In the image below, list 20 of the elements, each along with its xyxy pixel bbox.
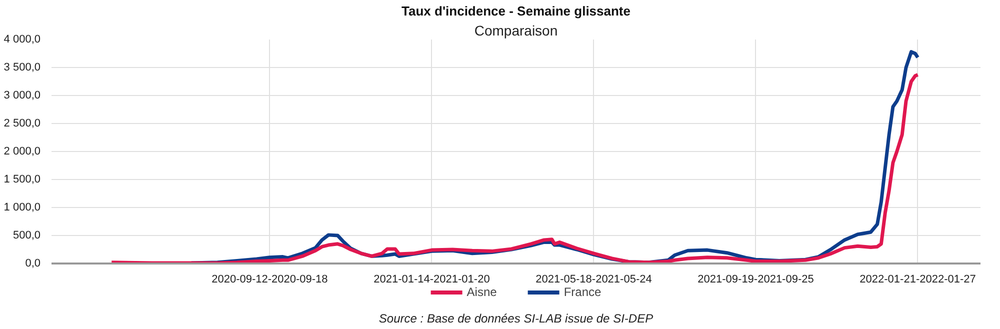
line-series: [110, 73, 920, 264]
chart-subtitle: Comparaison: [474, 22, 558, 38]
y-tick-label: 1 500,0: [4, 174, 40, 186]
y-tick-label: 1 000,0: [4, 202, 40, 214]
legend-label: France: [564, 285, 602, 299]
y-tick-label: 0,0: [25, 258, 41, 270]
legend-label: Aisne: [466, 285, 497, 299]
y-tick-label: 2 500,0: [4, 118, 40, 130]
source-note: Source : Base de données SI-LAB issue de SI-DEP: [378, 312, 654, 326]
y-tick-label: 4 000,0: [4, 34, 40, 46]
x-tick-label: 2021-09-19-2021-09-25: [698, 274, 814, 286]
y-tick-label: 2 000,0: [4, 146, 40, 158]
y-tick-label: 3 000,0: [4, 90, 40, 102]
x-tick-label: 2021-01-14-2021-01-20: [374, 274, 490, 286]
x-tick-label: 2022-01-21-2022-01-27: [860, 274, 976, 286]
y-tick-label: 3 500,0: [4, 62, 40, 74]
y-tick-label: 500,0: [12, 230, 41, 242]
x-tick-label: 2021-05-18-2021-05-24: [536, 274, 652, 286]
chart-title: Taux d'incidence - Semaine glissante: [402, 4, 630, 18]
x-tick-label: 2020-09-12-2020-09-18: [212, 274, 328, 286]
